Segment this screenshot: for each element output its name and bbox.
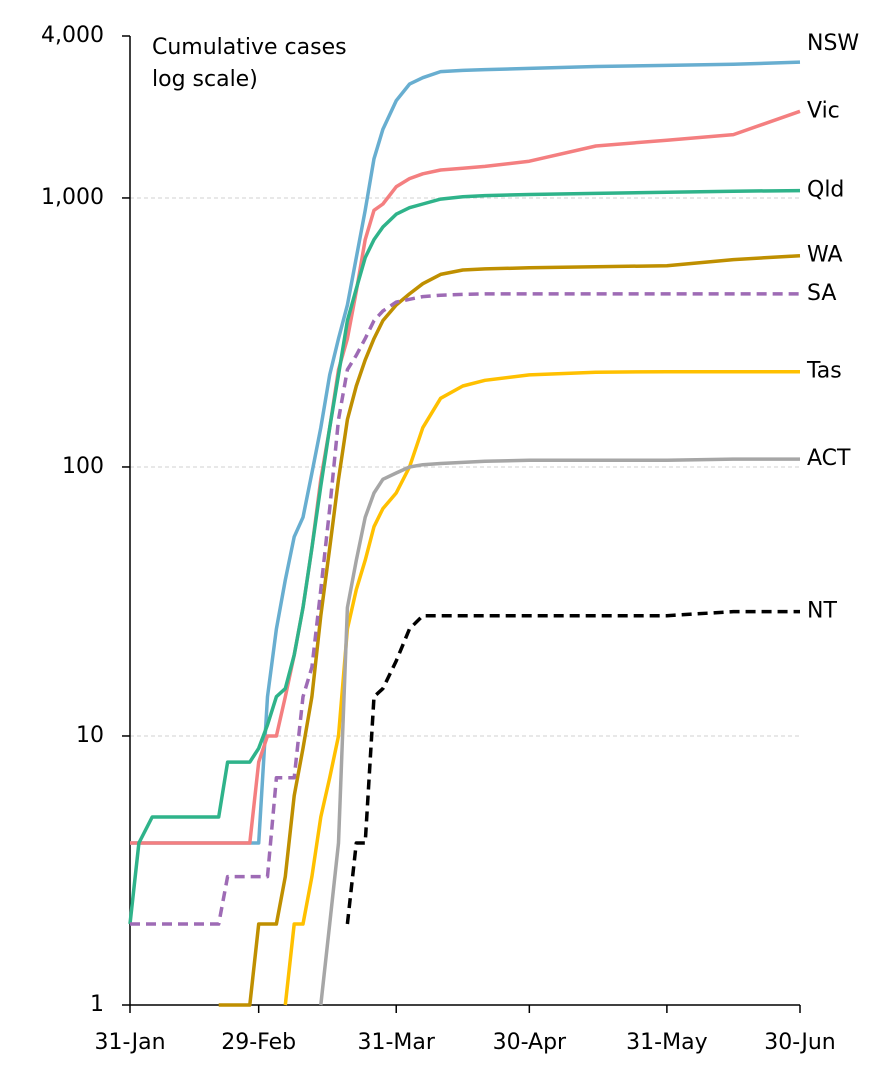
x-tick-label: 29-Feb bbox=[221, 1030, 296, 1055]
series-line bbox=[345, 609, 800, 925]
series-line bbox=[218, 253, 801, 1007]
y-tick-label: 100 bbox=[62, 454, 104, 479]
x-tick-label: 31-Mar bbox=[357, 1030, 435, 1055]
series-label: SA bbox=[807, 281, 836, 306]
series-line bbox=[130, 109, 801, 845]
series-line bbox=[130, 292, 800, 926]
series-label: ACT bbox=[807, 446, 851, 471]
y-tick-label: 1 bbox=[90, 992, 104, 1017]
x-tick-label: 30-Apr bbox=[493, 1030, 567, 1055]
y-tick-label: 4,000 bbox=[41, 23, 104, 48]
series-label: NT bbox=[807, 599, 837, 624]
y-tick-label: 10 bbox=[76, 723, 104, 748]
series-line bbox=[319, 457, 800, 1006]
series-label: Tas bbox=[806, 359, 842, 384]
series-label: NSW bbox=[807, 31, 859, 56]
series-line bbox=[128, 188, 801, 925]
series-line bbox=[283, 369, 800, 1006]
series-label: Qld bbox=[807, 178, 844, 203]
y-tick-label: 1,000 bbox=[41, 185, 104, 210]
y-label: log scale) bbox=[152, 67, 258, 92]
x-tick-label: 30-Jun bbox=[764, 1030, 836, 1055]
y-label: Cumulative cases bbox=[152, 35, 347, 60]
x-tick-label: 31-Jan bbox=[94, 1030, 165, 1055]
series-label: WA bbox=[807, 243, 843, 268]
x-tick-label: 31-May bbox=[626, 1030, 707, 1055]
series-line bbox=[130, 60, 801, 845]
series-label: Vic bbox=[807, 98, 840, 123]
